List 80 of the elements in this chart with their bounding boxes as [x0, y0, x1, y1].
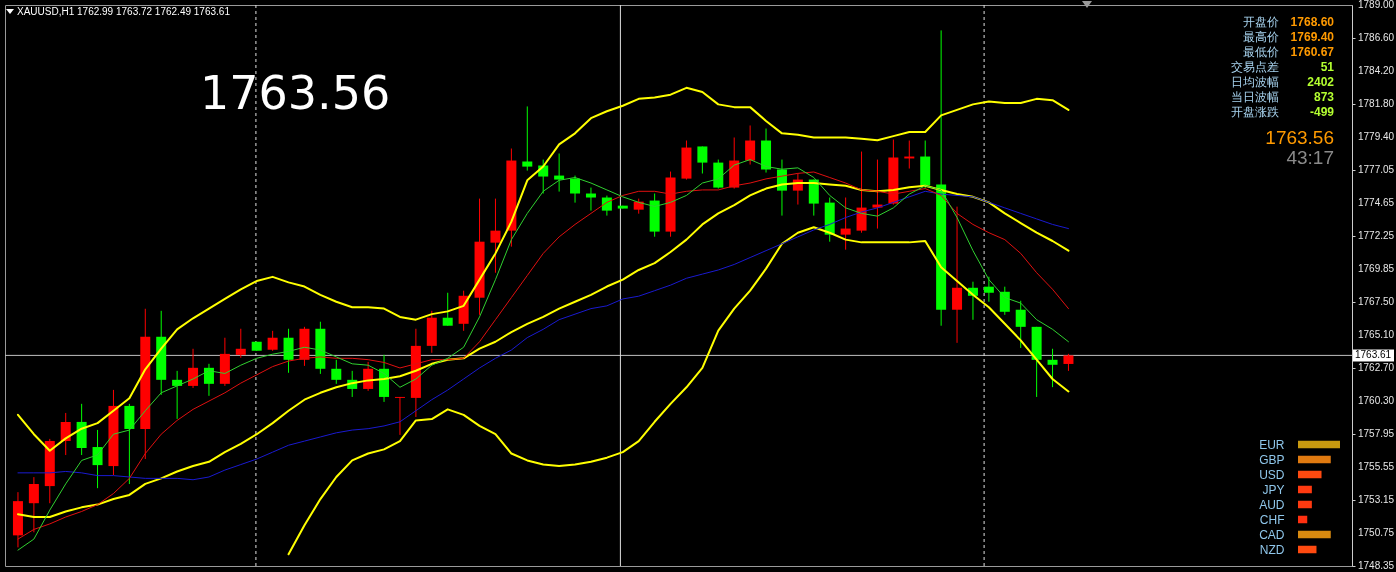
- y-tick-label: 1753.15: [1358, 493, 1395, 505]
- candlestick: [952, 206, 963, 344]
- candlestick: [235, 328, 246, 359]
- text: 1760.67: [1290, 45, 1335, 59]
- bar: [1298, 545, 1317, 554]
- text: -499: [1309, 105, 1335, 119]
- candlestick: [283, 328, 294, 374]
- y-tick-label: 1769.85: [1358, 263, 1395, 275]
- candlestick: [188, 348, 199, 389]
- text: 1769.40: [1290, 30, 1335, 44]
- y-tick-label: NZD: [1259, 542, 1285, 557]
- y-tick-label: 1779.40: [1358, 131, 1395, 143]
- candlestick: [522, 105, 533, 172]
- annotation: 1763.56: [200, 66, 391, 120]
- line-series: [287, 226, 1070, 556]
- y-tick-label: 1767.50: [1358, 295, 1395, 307]
- text: 873: [1313, 90, 1335, 104]
- bar: [1298, 455, 1331, 464]
- candlestick: [554, 153, 565, 193]
- y-tick-label: 1757.95: [1358, 427, 1395, 439]
- y-tick-label: 1789.00: [1358, 0, 1395, 10]
- text: 最低价: [1243, 45, 1279, 59]
- y-tick-label: 1772.25: [1358, 230, 1395, 242]
- y-tick-label: 1784.20: [1358, 65, 1395, 77]
- text: 开盘价: [1243, 15, 1279, 29]
- candlestick: [856, 151, 867, 234]
- candlestick: [92, 429, 103, 489]
- text: 最高价: [1243, 30, 1279, 44]
- candlestick: [203, 363, 214, 397]
- y-tick-label: USD: [1259, 467, 1285, 482]
- candlestick: [570, 175, 581, 204]
- y-tick-label: 1781.80: [1358, 98, 1395, 110]
- candlestick: [1047, 348, 1058, 388]
- text: 1763.56: [1265, 127, 1334, 148]
- bar: [1298, 470, 1322, 479]
- y-tick-label: 1748.35: [1358, 560, 1395, 571]
- text: 1768.60: [1290, 15, 1335, 29]
- y-tick-label: JPY: [1262, 482, 1285, 497]
- candlestick: [363, 361, 374, 392]
- candlestick: [840, 197, 851, 251]
- candlestick: [331, 359, 342, 385]
- y-tick-label: CAD: [1259, 527, 1285, 542]
- candlestick: [983, 276, 994, 303]
- candlestick: [745, 124, 756, 166]
- ref-line-label: 1763.61: [1355, 349, 1392, 361]
- y-tick-label: EUR: [1259, 437, 1285, 452]
- candlestick: [1015, 300, 1026, 349]
- bar: [1298, 530, 1331, 539]
- y-tick-label: 1786.60: [1358, 32, 1395, 44]
- text: 43:17: [1286, 147, 1334, 168]
- y-tick-label: 1777.05: [1358, 163, 1395, 175]
- bar: [1298, 515, 1308, 524]
- candlestick: [442, 292, 453, 327]
- y-tick-label: CHF: [1259, 512, 1285, 527]
- text: 日均波幅: [1231, 75, 1279, 89]
- text: 交易点差: [1231, 60, 1279, 74]
- bar: [1298, 500, 1312, 509]
- text: 2402: [1307, 75, 1335, 89]
- y-tick-label: GBP: [1259, 452, 1285, 467]
- y-tick-label: 1774.65: [1358, 197, 1395, 209]
- y-tick-label: 1765.10: [1358, 328, 1395, 340]
- y-tick-label: 1760.30: [1358, 395, 1395, 407]
- chart-title: XAUUSD,H1 1762.99 1763.72 1762.49 1763.61: [17, 6, 231, 17]
- candlestick: [267, 330, 278, 352]
- y-tick-label: AUD: [1259, 497, 1285, 512]
- candlestick: [999, 286, 1010, 316]
- candlestick: [394, 396, 405, 436]
- text: 51: [1320, 60, 1335, 74]
- y-tick-label: 1762.70: [1358, 361, 1395, 373]
- text: 开盘涨跌: [1231, 105, 1279, 119]
- candlestick: [28, 476, 39, 533]
- candlestick: [124, 403, 135, 485]
- y-tick-label: 1750.75: [1358, 526, 1395, 538]
- candlestick: [697, 145, 708, 175]
- bar: [1298, 485, 1312, 494]
- bar: [1298, 440, 1340, 449]
- y-tick-label: 1755.55: [1358, 460, 1395, 472]
- candlestick: [490, 198, 501, 274]
- text: 当日波幅: [1231, 90, 1279, 104]
- candlestick: [585, 187, 596, 212]
